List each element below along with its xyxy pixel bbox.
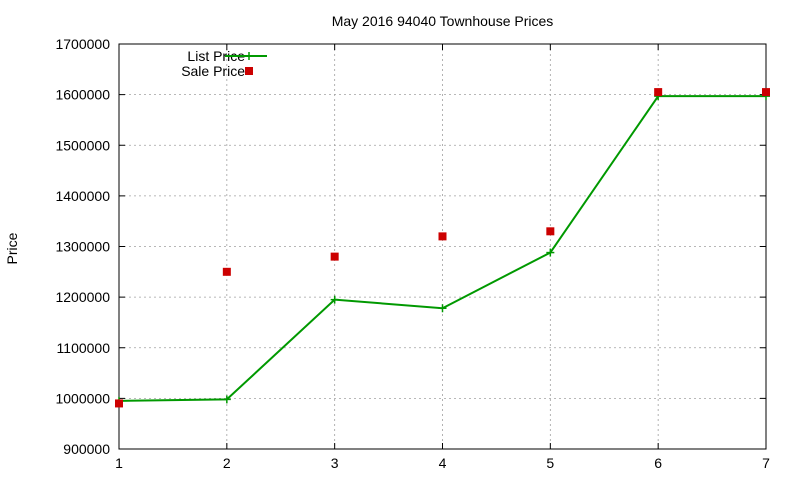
list-price-point <box>330 295 339 304</box>
x-tick-label: 5 <box>546 455 554 471</box>
sale-price-point <box>115 399 123 408</box>
chart-title: May 2016 94040 Townhouse Prices <box>332 13 554 29</box>
series-sale-price <box>115 88 770 408</box>
x-tick-label: 4 <box>439 455 447 471</box>
y-tick-label: 1000000 <box>55 390 110 406</box>
series-list-price <box>115 92 770 405</box>
sale-price-point <box>222 267 231 276</box>
series <box>115 88 770 408</box>
y-tick-label: 1400000 <box>55 188 110 204</box>
x-tick-label: 2 <box>223 455 231 471</box>
list-price-point <box>222 395 231 404</box>
list-price-point <box>438 304 447 313</box>
legend-plus-marker <box>245 52 253 60</box>
y-tick-label: 1500000 <box>55 137 110 153</box>
legend-label: List Price <box>187 48 245 64</box>
x-tick-label: 3 <box>331 455 339 471</box>
sale-price-point <box>330 252 339 261</box>
y-tick-label: 1300000 <box>55 239 110 255</box>
legend-label: Sale Price <box>181 63 245 79</box>
axes: 1 2 3 4 5 6 7 900000 1000000 1100000 1200000 130000… <box>55 36 770 471</box>
sale-price-point <box>654 88 663 97</box>
x-tick-label: 6 <box>654 455 662 471</box>
y-tick-label: 1200000 <box>55 289 110 305</box>
y-axis-label: Price <box>4 232 20 264</box>
x-tick-label: 7 <box>762 455 770 471</box>
sale-price-point <box>762 88 770 97</box>
sale-price-point <box>546 227 555 236</box>
y-tick-label: 1100000 <box>57 340 111 356</box>
x-tick-label: 1 <box>115 455 123 471</box>
y-tick-label: 1600000 <box>55 87 110 103</box>
y-tick-label: 900000 <box>63 441 110 457</box>
sale-price-point <box>438 232 447 241</box>
list-price-point <box>546 248 555 257</box>
grid <box>119 44 766 449</box>
legend-square-marker <box>245 67 253 75</box>
y-tick-label: 1700000 <box>55 36 110 52</box>
